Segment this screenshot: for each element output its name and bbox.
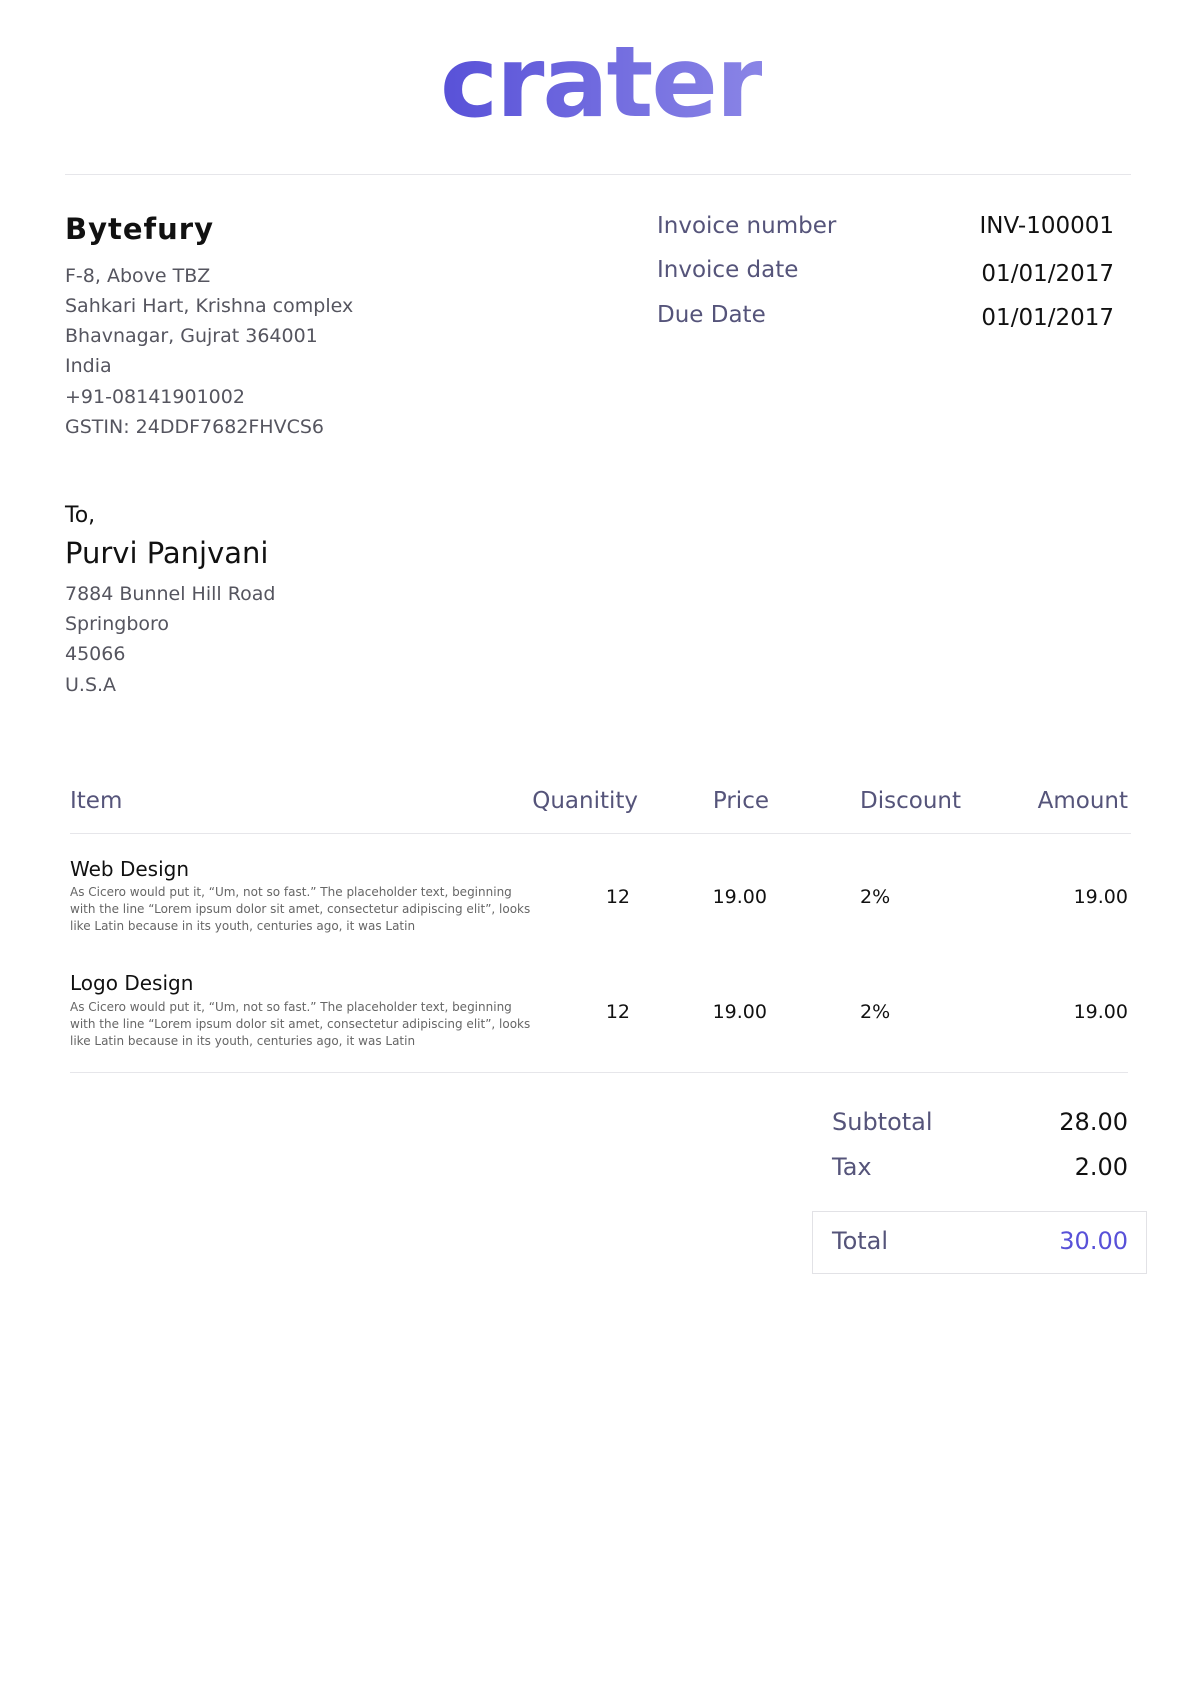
invoice-date-label: Invoice date (657, 257, 799, 283)
total-box (812, 1211, 1147, 1274)
item-price: 19.00 (712, 886, 767, 908)
item-amount: 19.00 (1073, 886, 1128, 908)
item-discount: 2% (860, 1001, 891, 1023)
invoice-date-value: 01/01/2017 (981, 261, 1114, 287)
column-header-price: Price (712, 788, 769, 814)
total-value: 30.00 (1059, 1227, 1128, 1255)
item-name: Logo Design (70, 971, 194, 995)
company-phone: +91-08141901002 (65, 386, 245, 408)
subtotal-label: Subtotal (832, 1108, 933, 1136)
item-amount: 19.00 (1073, 1001, 1128, 1023)
tax-label: Tax (832, 1153, 872, 1181)
header-divider (65, 174, 1131, 175)
item-name: Web Design (70, 857, 190, 881)
subtotal-value: 28.00 (1059, 1108, 1128, 1136)
company-address-line: India (65, 355, 112, 377)
due-date-value: 01/01/2017 (981, 305, 1114, 331)
column-header-discount: Discount (860, 788, 961, 814)
item-price: 19.00 (712, 1001, 767, 1023)
company-address-line: F-8, Above TBZ (65, 265, 211, 287)
item-discount: 2% (860, 886, 891, 908)
crater-logo: crater (440, 26, 764, 140)
column-header-item: Item (70, 788, 123, 814)
invoice-number-value: INV-100001 (979, 213, 1114, 239)
customer-address-line: 7884 Bunnel Hill Road (65, 583, 276, 605)
tax-value: 2.00 (1074, 1153, 1128, 1181)
customer-address-line: U.S.A (65, 674, 117, 696)
customer-address-line: 45066 (65, 643, 126, 665)
table-bottom-divider (70, 1072, 1128, 1073)
customer-address-line: Springboro (65, 613, 170, 635)
column-header-amount: Amount (1037, 788, 1128, 814)
company-address-line: Bhavnagar, Gujrat 364001 (65, 325, 318, 347)
company-name: Bytefury (65, 212, 215, 246)
company-gstin: GSTIN: 24DDF7682FHVCS6 (65, 416, 324, 438)
to-label: To, (65, 503, 96, 528)
total-label: Total (832, 1227, 889, 1255)
item-quantity: 12 (605, 886, 630, 908)
item-quantity: 12 (605, 1001, 630, 1023)
due-date-label: Due Date (657, 302, 766, 328)
customer-name: Purvi Panjvani (65, 536, 269, 570)
company-address-line: Sahkari Hart, Krishna complex (65, 295, 354, 317)
column-header-quantity: Quanitity (532, 788, 638, 814)
invoice-number-label: Invoice number (657, 213, 837, 239)
item-description: As Cicero would put it, “Um, not so fast… (70, 1000, 531, 1048)
table-header-divider (70, 833, 1131, 834)
item-description: As Cicero would put it, “Um, not so fast… (70, 885, 531, 933)
